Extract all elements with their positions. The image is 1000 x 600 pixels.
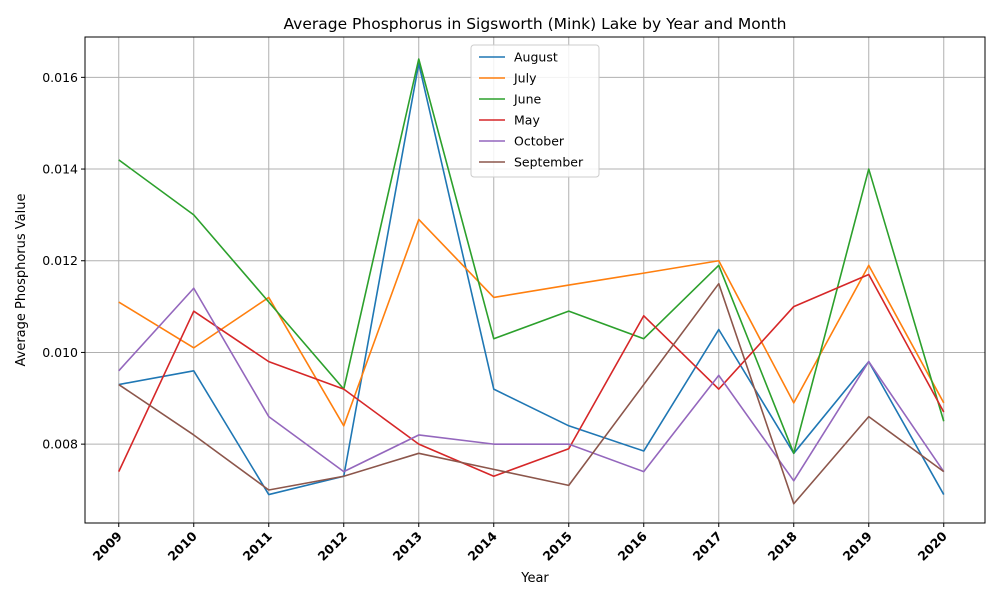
series-line-may	[118, 273, 945, 478]
series-line-october	[118, 287, 945, 482]
legend: August July June May October September	[470, 44, 600, 178]
series-lines	[118, 58, 945, 505]
legend-label: September	[514, 155, 584, 170]
legend-label: October	[514, 134, 565, 149]
y-tick-label: 0.014	[42, 162, 78, 177]
legend-label: July	[513, 71, 537, 86]
legend-label: June	[513, 92, 542, 107]
y-tick-label: 0.008	[42, 437, 78, 452]
y-tick-label: 0.010	[42, 345, 78, 360]
y-axis-label: Average Phosphorus Value	[14, 194, 29, 367]
y-axis-ticks: 0.008 0.010 0.012 0.014 0.016	[42, 70, 85, 452]
series-line-september	[118, 282, 945, 505]
series-line-june	[118, 58, 945, 455]
series-line-july	[118, 218, 945, 427]
legend-label: May	[514, 113, 540, 128]
y-tick-label: 0.016	[42, 70, 78, 85]
grid-lines	[85, 37, 985, 523]
y-tick-label: 0.012	[42, 253, 78, 268]
plot-area-frame	[84, 36, 986, 524]
series-line-august	[118, 62, 945, 496]
chart-title: Average Phosphorus in Sigsworth (Mink) L…	[283, 15, 786, 33]
x-axis-label: Year	[520, 571, 549, 586]
legend-label: August	[514, 50, 558, 65]
